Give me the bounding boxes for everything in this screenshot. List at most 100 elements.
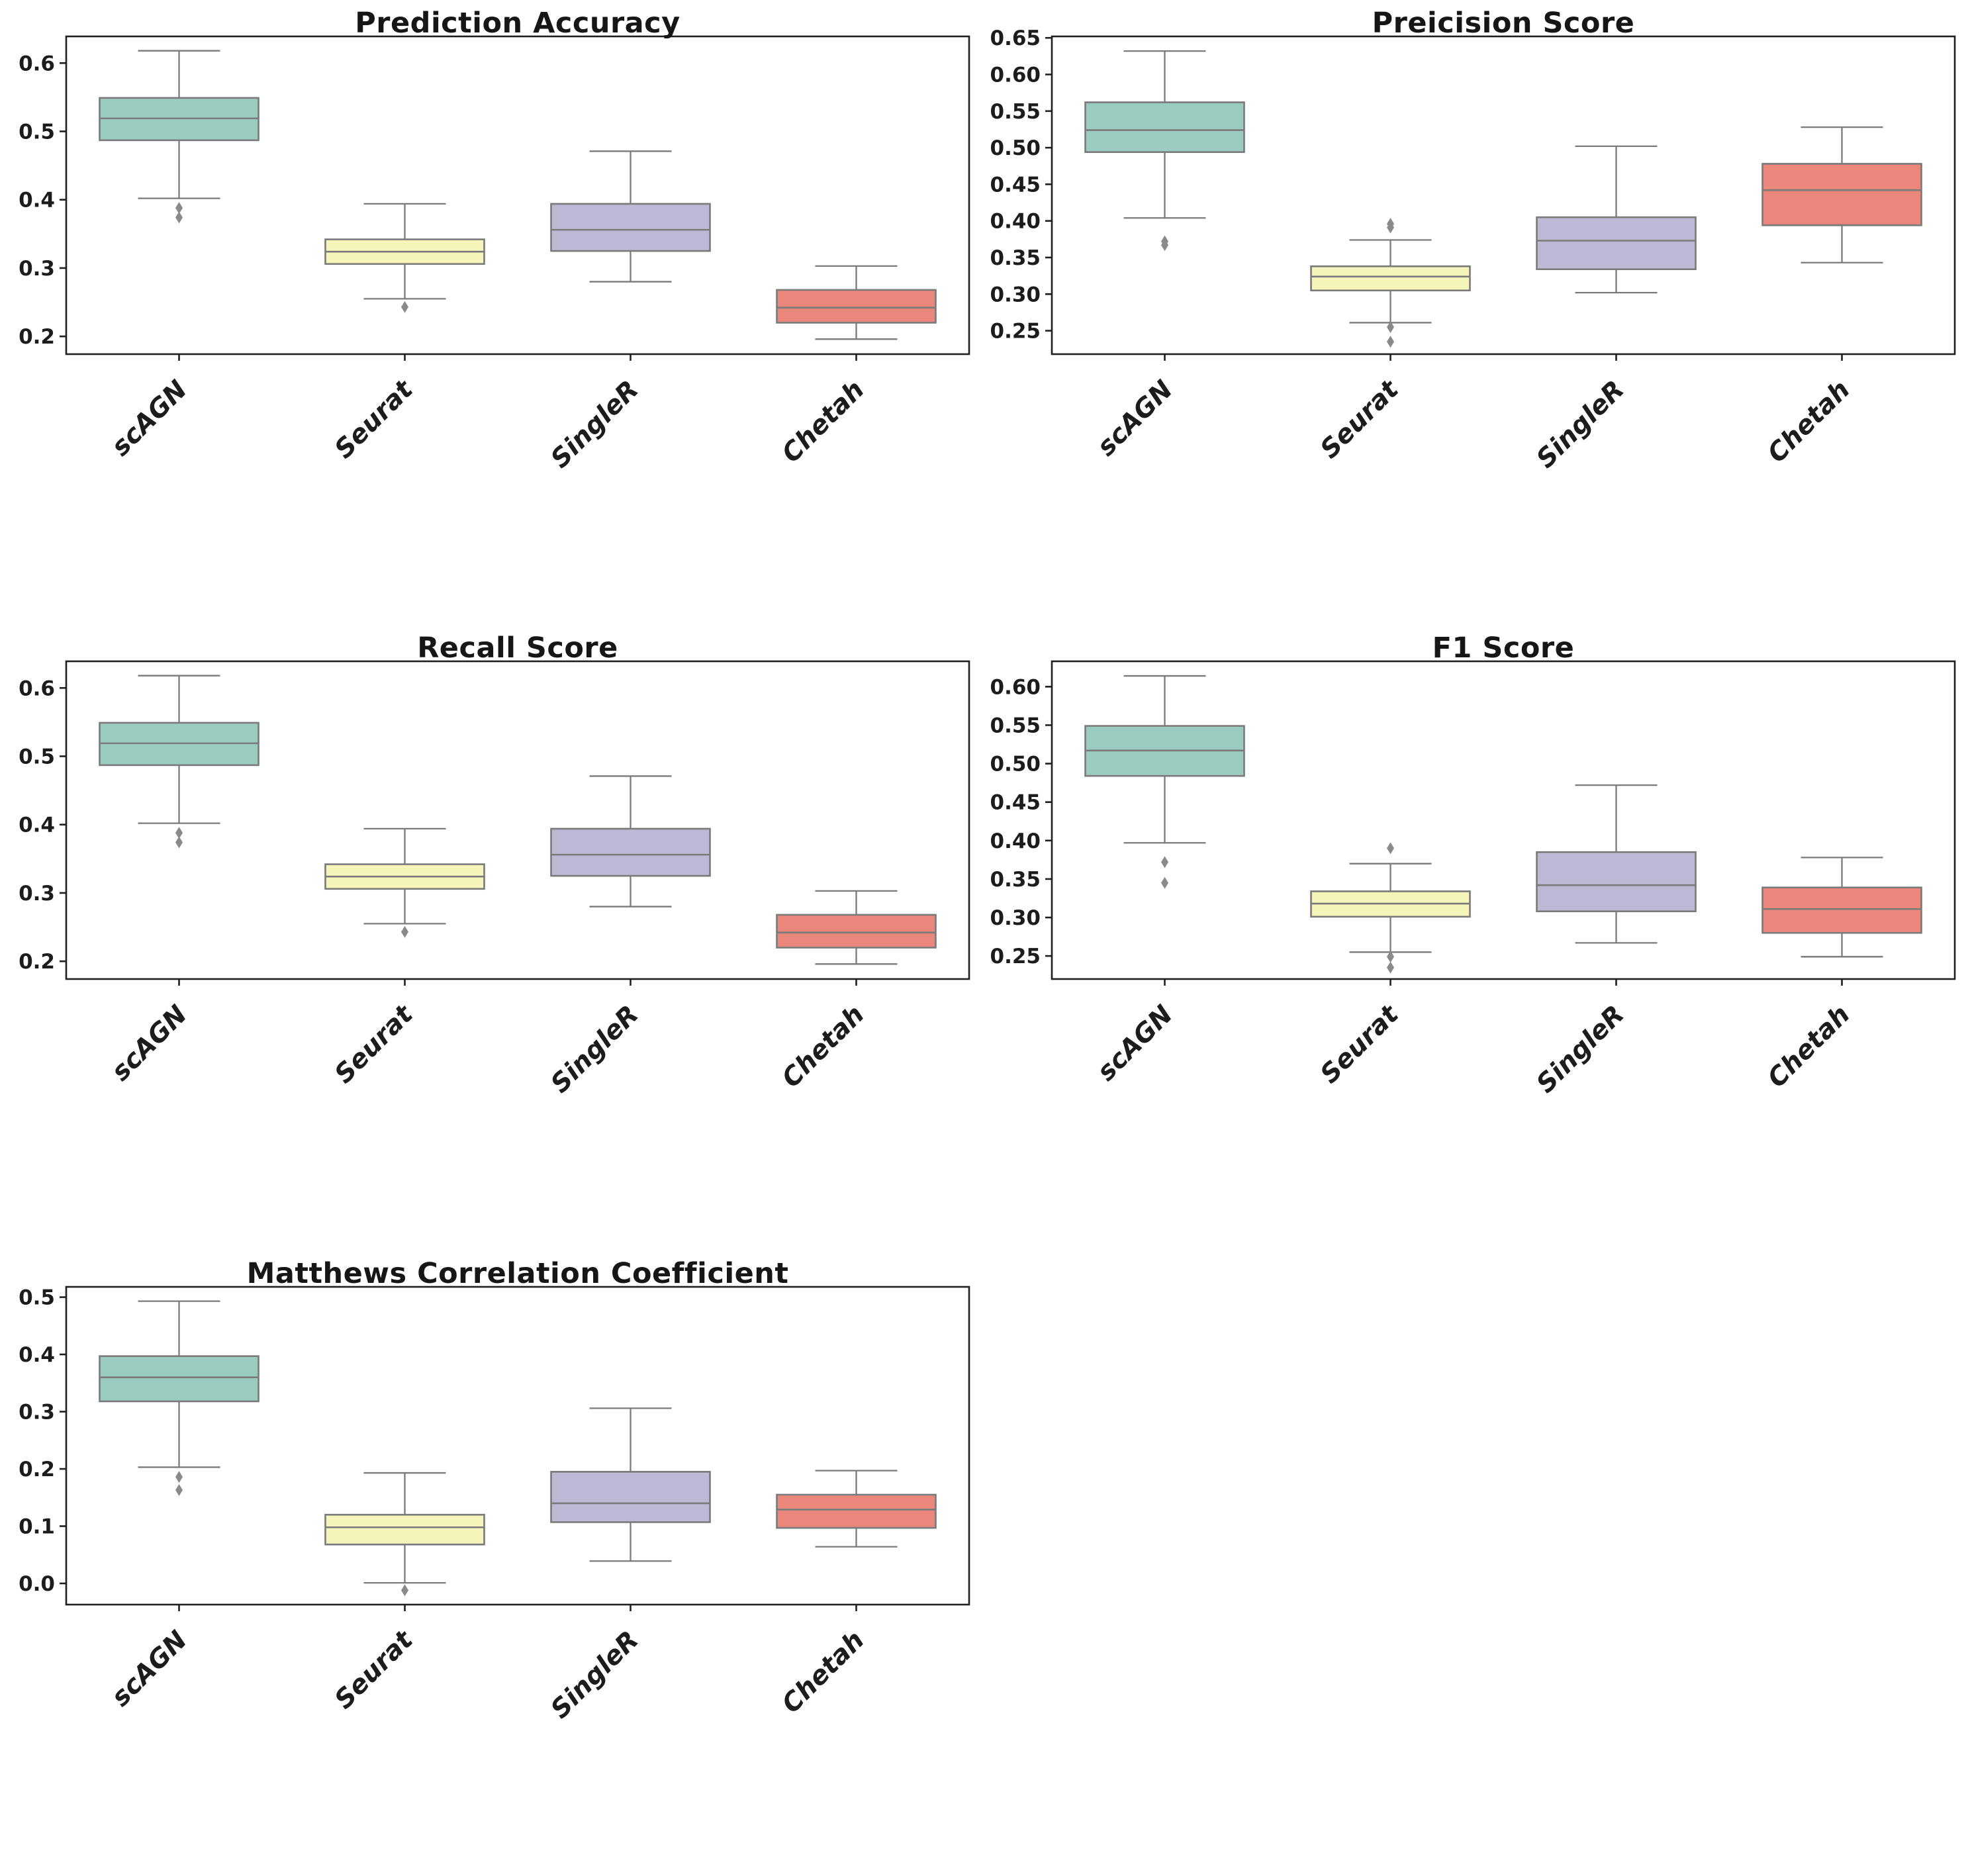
outlier-marker (401, 301, 408, 313)
outlier-marker (175, 1484, 183, 1497)
axes-frame (65, 35, 970, 355)
y-tick-label: 0.60 (990, 675, 1041, 699)
chart-prediction-accuracy: 0.2 0.3 0.4 0.5 0.6 scAGN Seurat SingleR Chetah … (0, 0, 986, 625)
y-tick-label: 0.35 (990, 246, 1041, 270)
boxplot-canvas-matthews-correlation-coefficient: 0.0 0.1 0.2 0.3 0.4 0.5 scAGN Seurat SingleR Chet… (19, 1286, 970, 1724)
x-category-label: Chetah (776, 1000, 870, 1094)
y-tick-label: 0.3 (19, 882, 55, 906)
x-category-label: Seurat (329, 1624, 419, 1714)
chart-recall-score: 0.2 0.3 0.4 0.5 0.6 scAGN Seurat SingleR Chetah … (0, 625, 986, 1250)
box-Chetah (1761, 886, 1922, 934)
y-tick-label: 0.45 (990, 791, 1041, 815)
y-tick-label: 0.0 (19, 1572, 55, 1596)
boxplot-canvas-prediction-accuracy: 0.2 0.3 0.4 0.5 0.6 scAGN Seurat SingleR Chetah (19, 35, 970, 474)
boxplot-canvas-precision-score: 0.25 0.30 0.35 0.40 0.45 0.50 0.55 0.60 0.65 scAG… (990, 26, 1956, 474)
y-tick-label: 0.2 (19, 325, 55, 349)
x-category-label: Chetah (1762, 1000, 1856, 1094)
x-category-label: Chetah (776, 375, 870, 469)
chart-precision-score: 0.25 0.30 0.35 0.40 0.45 0.50 0.55 0.60 0.65 scAG… (986, 0, 1971, 625)
y-tick-label: 0.3 (19, 1401, 55, 1425)
y-tick-label: 0.30 (990, 906, 1041, 930)
outlier-marker (175, 202, 183, 214)
y-tick-label: 0.1 (19, 1515, 55, 1539)
boxplot-canvas-recall-score: 0.2 0.3 0.4 0.5 0.6 scAGN Seurat SingleR Chetah (19, 660, 970, 1099)
box-Seurat (1310, 265, 1471, 292)
y-tick-label: 0.6 (19, 52, 55, 75)
outlier-marker (1387, 221, 1394, 234)
outlier-marker (401, 1584, 408, 1597)
outlier-marker (1387, 321, 1394, 334)
outlier-marker (1161, 856, 1168, 868)
x-category-label: Chetah (776, 1625, 870, 1719)
x-category-label: scAGN (106, 375, 193, 462)
outlier-marker (175, 1471, 183, 1483)
axes-frame (1051, 660, 1956, 980)
chart-title: Preicision Score (1372, 7, 1635, 40)
box-Chetah (776, 289, 937, 324)
y-tick-label: 0.4 (19, 1343, 55, 1367)
chart-title: F1 Score (1432, 632, 1575, 665)
y-tick-label: 0.60 (990, 64, 1041, 87)
y-tick-label: 0.2 (19, 950, 55, 974)
x-category-label: SingleR (545, 375, 645, 474)
outlier-marker (1387, 961, 1394, 974)
box-scAGN (99, 1355, 259, 1403)
y-tick-label: 0.4 (19, 189, 55, 212)
x-category-label: SingleR (1531, 375, 1630, 474)
outlier-marker (175, 211, 183, 224)
x-category-label: Seurat (1315, 374, 1405, 464)
chart-title: Recall Score (417, 632, 618, 665)
outlier-marker (175, 836, 183, 849)
x-category-label: Seurat (329, 374, 419, 464)
x-category-label: scAGN (106, 1625, 193, 1712)
x-category-label: scAGN (1092, 1000, 1179, 1087)
axes-frame (65, 660, 970, 980)
outlier-marker (1387, 336, 1394, 348)
chart-title: Matthews Correlation Coefficient (246, 1257, 789, 1290)
axes-frame (65, 1286, 970, 1606)
y-tick-label: 0.5 (19, 1286, 55, 1310)
box-SingleR (550, 203, 711, 252)
x-category-label: SingleR (545, 1000, 645, 1099)
chart-title: Prediction Accuracy (355, 7, 681, 40)
x-category-label: SingleR (545, 1625, 645, 1724)
y-tick-label: 0.5 (19, 745, 55, 769)
y-tick-label: 0.65 (990, 26, 1041, 50)
y-tick-label: 0.5 (19, 120, 55, 144)
x-category-label: scAGN (106, 1000, 193, 1087)
box-SingleR (1536, 216, 1697, 271)
y-tick-label: 0.50 (990, 136, 1041, 160)
box-Chetah (1761, 163, 1922, 226)
outlier-marker (1161, 239, 1168, 252)
x-category-label: Chetah (1762, 375, 1856, 469)
chart-f1-score: 0.25 0.30 0.35 0.40 0.45 0.50 0.55 0.60 scAGN Seu… (986, 625, 1971, 1250)
y-tick-label: 0.45 (990, 173, 1041, 197)
outlier-marker (175, 827, 183, 839)
box-SingleR (1536, 851, 1697, 913)
box-Chetah (776, 1493, 937, 1529)
box-Chetah (776, 914, 937, 949)
box-scAGN (1084, 101, 1245, 154)
y-tick-label: 0.6 (19, 677, 55, 700)
box-SingleR (550, 827, 711, 877)
axes-frame (1051, 35, 1956, 355)
empty-grid-cell (986, 1250, 1972, 1876)
x-category-label: SingleR (1531, 1000, 1630, 1099)
outlier-marker (401, 925, 408, 938)
box-SingleR (550, 1471, 711, 1523)
box-Seurat (324, 1513, 485, 1546)
outlier-marker (1387, 842, 1394, 855)
y-tick-label: 0.3 (19, 257, 55, 281)
outlier-marker (1387, 951, 1394, 963)
y-tick-label: 0.35 (990, 868, 1041, 892)
y-tick-label: 0.25 (990, 320, 1041, 344)
y-tick-label: 0.55 (990, 714, 1041, 737)
y-tick-label: 0.4 (19, 814, 55, 837)
y-tick-label: 0.40 (990, 210, 1041, 234)
y-tick-label: 0.40 (990, 829, 1041, 853)
x-category-label: scAGN (1092, 375, 1179, 462)
y-tick-label: 0.2 (19, 1458, 55, 1481)
chart-matthews-correlation-coefficient: 0.0 0.1 0.2 0.3 0.4 0.5 scAGN Seurat SingleR Chet… (0, 1250, 986, 1875)
boxplot-canvas-f1-score: 0.25 0.30 0.35 0.40 0.45 0.50 0.55 0.60 scAGN Seu… (990, 660, 1956, 1099)
